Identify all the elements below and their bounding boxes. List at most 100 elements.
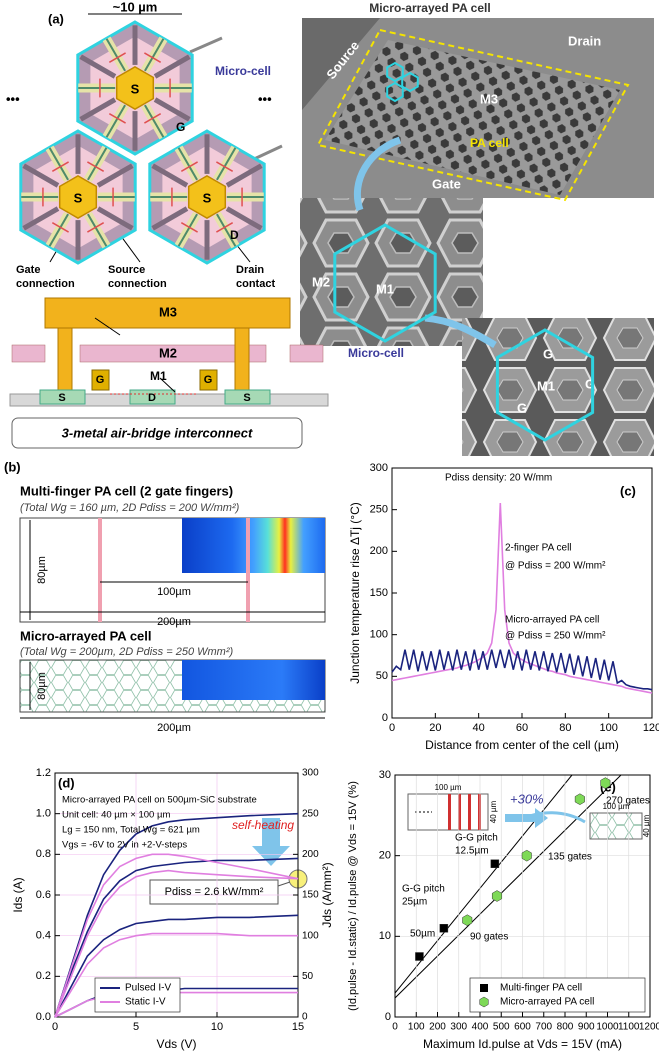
sem-title: Micro-arrayed PA cell [369,1,490,15]
y-tick-label: 0 [385,1011,391,1023]
subtitle: (Total Wg = 200µm, 2D Pdiss = 250 Wmm²) [20,646,233,658]
annotation: Unit cell: 40 µm × 100 µm [62,810,170,821]
gate-label: G [204,374,213,386]
y-axis-label: Junction temperature rise ΔTj (°C) [348,502,362,684]
micro-cell-label: Micro-cell [348,346,404,360]
panel-b: (b) Multi-finger PA cell (2 gate fingers… [4,459,325,733]
dimension-label: 80µm [36,556,48,584]
panel-label: (d) [58,775,75,790]
point [492,891,502,902]
heatmap [182,518,325,573]
arrow [252,846,290,866]
source-label: S [131,81,140,96]
x-tick-label: 120 [643,722,659,734]
y-tick-label: 30 [379,769,391,781]
ellipsis: ••• [6,91,20,106]
x-tick-label: 100 [408,1022,425,1033]
y-tick-label: 20 [379,850,391,862]
x-tick-label: 20 [429,722,441,734]
x-tick-label: 400 [472,1022,489,1033]
y-axis-label: Ids (A) [11,877,25,912]
y-tick-label: 0.6 [36,889,51,901]
scale-label: ~10 µm [113,0,158,14]
x-axis-label: Distance from center of the cell (µm) [425,738,619,752]
drain-label: D [230,228,239,242]
annotation: Drain [236,264,264,276]
y2-tick-label: 300 [302,768,319,779]
contact-label: S [58,392,65,404]
y2-tick-label: 50 [302,971,314,982]
legend-label: Static I-V [125,997,166,1008]
x-tick-label: 300 [450,1022,467,1033]
x-tick-label: 1000 [596,1022,619,1033]
annotation: self-heating [232,818,294,832]
panel-label: (a) [48,11,64,26]
annotation: Pdiss density: 20 W/mm [445,473,552,484]
x-tick-label: 500 [493,1022,510,1033]
x-tick-label: 600 [514,1022,531,1033]
m2-side [290,345,323,362]
annotation: 50µm [410,929,435,940]
section-title: Micro-arrayed PA cell [20,628,152,643]
sem-label: G [517,400,527,415]
source-label: S [203,190,212,205]
annotation: G-G pitch [402,884,445,895]
legend-label: Pulsed I-V [125,983,171,994]
y2-tick-label: 200 [302,849,319,860]
annotation: 2-finger PA cell [505,543,572,554]
section-title: Multi-finger PA cell (2 gate fingers) [20,483,233,498]
panel-label: (b) [4,459,21,474]
y-tick-label: 0.4 [36,930,51,942]
x-tick-label: 80 [559,722,571,734]
annotation: +30% [510,791,544,806]
plot-frame [392,468,652,718]
micro-cell-label: Micro-cell [215,64,271,78]
figure: (a) ~10 µm Micro-cell ••• ••• S S S G D … [0,0,659,1057]
x-tick-label: 900 [578,1022,595,1033]
annotation: connection [16,278,75,290]
x-tick-label: 1100 [618,1022,640,1033]
y2-axis-label: Jds (A/mm²) [320,862,334,927]
gate-finger [246,518,250,622]
annotation: 100 µm [603,802,630,811]
sem-label: M1 [376,281,394,296]
legend-swatch [480,984,488,992]
point [575,794,585,805]
inset [590,813,642,839]
y-tick-label: 1.0 [36,808,51,820]
annotation: @ Pdiss = 200 W/mm² [505,561,606,572]
layer-label: M2 [159,345,177,360]
pillar [235,328,249,390]
y-tick-label: 10 [379,930,391,942]
y-tick-label: 150 [370,587,388,599]
x-tick-label: 100 [599,722,617,734]
y-tick-label: 0.2 [36,970,51,982]
dimension-label: 100µm [157,586,191,598]
x-tick-label: 200 [429,1022,446,1033]
point [522,850,532,861]
inset-finger [478,794,481,830]
sem-label: G [543,346,553,361]
legend-swatch [480,997,489,1007]
series-line [392,650,652,690]
x-tick-label: 60 [516,722,528,734]
annotation: @ Pdiss = 250 W/mm² [505,631,606,642]
x-tick-label: 700 [535,1022,552,1033]
y2-tick-label: 0 [302,1012,308,1023]
annotation: Vgs = -6V to 2V in +2-V-steps [62,840,187,851]
sem-label: Gate [432,176,461,191]
gate-label: G [96,374,105,386]
y-tick-label: 100 [370,629,388,641]
gate-finger [98,518,102,622]
annotation: Gate [16,264,40,276]
y-tick-label: 200 [370,545,388,557]
y2-tick-label: 250 [302,808,319,819]
annotation: Pdiss = 2.6 kW/mm² [165,886,264,898]
annotation: 40 µm [642,814,651,837]
annotation: G-G pitch [455,833,498,844]
y-tick-label: 0.0 [36,1011,51,1023]
caption: 3-metal air-bridge interconnect [62,425,253,440]
sem-label: M3 [480,91,498,106]
dimension-label: 200µm [157,616,191,628]
leader [190,38,222,52]
